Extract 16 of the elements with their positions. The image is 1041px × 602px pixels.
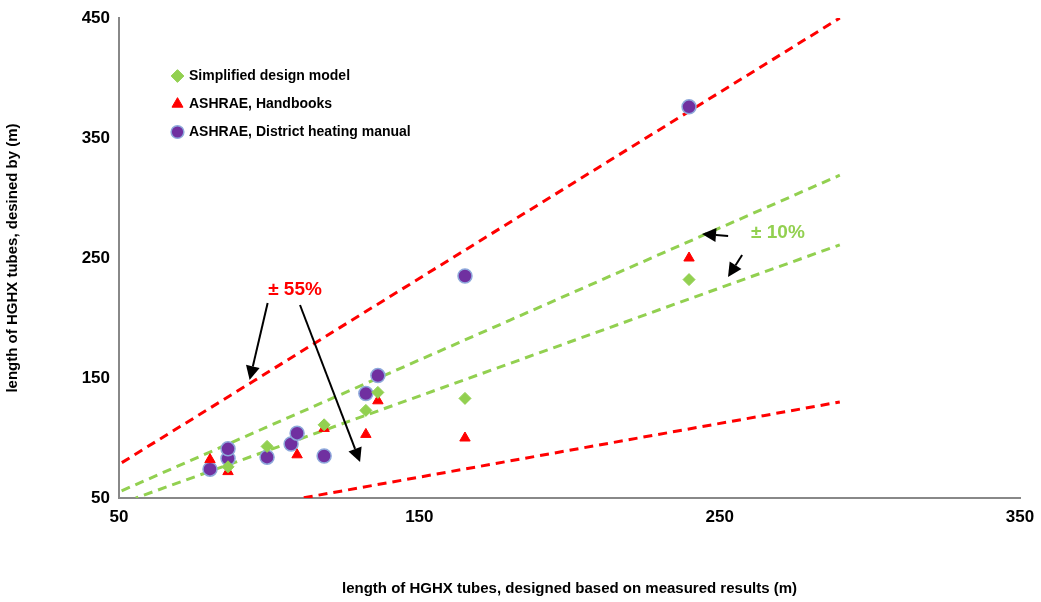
legend-label: ASHRAE, Handbooks	[189, 94, 333, 111]
y-tick-label: 250	[81, 247, 110, 267]
y-tick-label: 50	[91, 487, 110, 507]
annotation: ± 55%	[268, 278, 322, 300]
x-tick-label: 350	[1005, 506, 1035, 526]
y-tick-label: 450	[81, 7, 110, 27]
legend-label: ASHRAE, District heating manual	[189, 122, 411, 139]
x-tick-label: 250	[705, 506, 734, 526]
x-tick-label: 50	[109, 506, 129, 526]
annotation: ± 10%	[751, 221, 805, 243]
y-tick-label: 150	[81, 367, 110, 387]
y-axis-title: length of HGHX tubes, desined by (m)	[3, 123, 21, 393]
legend-label: Simplified design model	[189, 66, 351, 83]
x-axis-title: length of HGHX tubes, designed based on measured results (m)	[341, 579, 798, 597]
y-tick-label: 350	[81, 127, 110, 147]
x-tick-label: 150	[405, 506, 434, 526]
